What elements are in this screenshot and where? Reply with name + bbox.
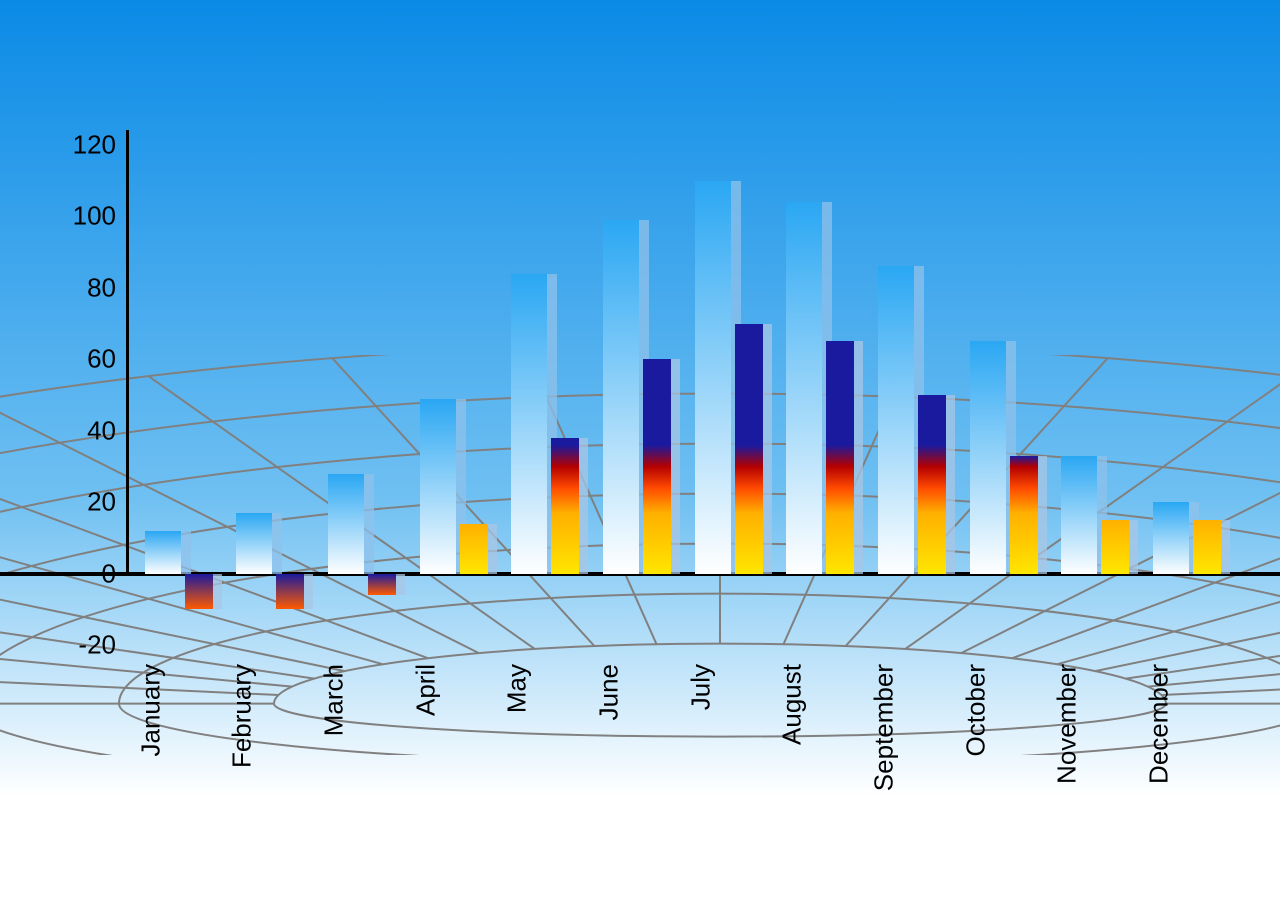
bar-series-b xyxy=(1101,520,1129,574)
plot-area: -20020406080100120JanuaryFebruaryMarchAp… xyxy=(128,145,1228,645)
bar-series-a xyxy=(1061,456,1097,574)
bar-series-b xyxy=(918,395,946,574)
x-category-label: June xyxy=(593,664,624,720)
bar-series-a xyxy=(328,474,364,574)
x-category-label: September xyxy=(868,664,899,791)
bar-series-a xyxy=(786,202,822,573)
x-category-label: August xyxy=(777,664,808,745)
y-tick-label: 80 xyxy=(87,272,128,303)
bar-series-a xyxy=(695,181,731,574)
bar-series-a xyxy=(970,341,1006,573)
chart-stage: -20020406080100120JanuaryFebruaryMarchAp… xyxy=(0,0,1280,905)
bar-series-b xyxy=(185,574,213,610)
bar-series-a xyxy=(236,513,272,574)
y-tick-label: 40 xyxy=(87,415,128,446)
x-category-label: May xyxy=(502,664,533,713)
bar-series-a xyxy=(511,274,547,574)
x-category-label: April xyxy=(410,664,441,716)
bar-series-b xyxy=(735,324,763,574)
bar-series-b xyxy=(826,341,854,573)
bar-series-a xyxy=(1153,502,1189,573)
bar-series-b xyxy=(276,574,304,610)
y-tick-label: -20 xyxy=(78,630,128,661)
y-tick-label: 100 xyxy=(73,201,128,232)
x-category-label: July xyxy=(685,664,716,710)
y-tick-label: 60 xyxy=(87,344,128,375)
bar-series-b xyxy=(551,438,579,574)
x-category-label: December xyxy=(1143,664,1174,784)
bar-series-b xyxy=(368,574,396,595)
x-category-label: January xyxy=(135,664,166,757)
bar-series-b xyxy=(460,524,488,574)
bar-series-a xyxy=(420,399,456,574)
x-category-label: February xyxy=(227,664,258,768)
x-category-label: March xyxy=(318,664,349,736)
y-tick-label: 20 xyxy=(87,487,128,518)
bar-series-b xyxy=(643,359,671,573)
y-axis-line xyxy=(126,130,129,574)
x-category-label: November xyxy=(1052,664,1083,784)
bar-series-a xyxy=(603,220,639,574)
x-category-label: October xyxy=(960,664,991,757)
bar-series-b xyxy=(1193,520,1221,574)
bar-series-a xyxy=(878,266,914,573)
y-tick-label: 120 xyxy=(73,130,128,161)
bar-series-b xyxy=(1010,456,1038,574)
bar-series-a xyxy=(145,531,181,574)
